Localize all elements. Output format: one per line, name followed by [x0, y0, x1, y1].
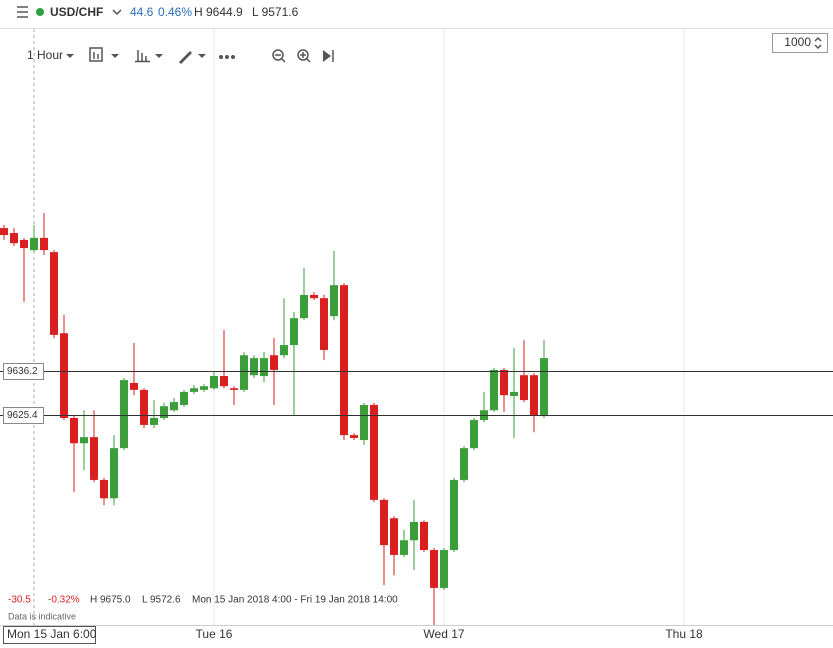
indicator-dropdown[interactable] [155, 54, 163, 58]
candle-body [180, 391, 188, 405]
day-high: H 9644.9 [194, 5, 243, 19]
draw-button[interactable] [179, 51, 192, 64]
candle-body [320, 298, 328, 350]
candle-body [110, 448, 118, 499]
candle-body [530, 375, 538, 416]
candle-body [120, 380, 128, 449]
price-label-box [3, 407, 44, 424]
candle-body [330, 285, 338, 317]
candle-body [270, 355, 278, 370]
interval[interactable]: 1 Hour [27, 48, 63, 62]
candle-body [200, 386, 208, 390]
go-to-end[interactable] [323, 50, 334, 62]
candle-body [60, 333, 68, 418]
candle-body [210, 376, 218, 389]
candle-body [80, 437, 88, 444]
period-change: -30.5 [8, 595, 31, 606]
zoom-value[interactable]: 1000 [784, 35, 811, 49]
candle-body [440, 550, 448, 588]
candle-body [380, 499, 388, 546]
data-note: Data is indicative [8, 611, 76, 621]
x-tick-label: Thu 18 [665, 627, 703, 641]
menu-icon[interactable] [17, 6, 28, 18]
candle-body [0, 228, 8, 236]
chart-type-dropdown[interactable] [111, 54, 119, 58]
candle-body [30, 237, 38, 251]
candle-body [250, 358, 258, 376]
symbol[interactable]: USD/CHF [50, 5, 103, 19]
candle-body [520, 375, 528, 401]
period-change-pct: -0.32% [48, 595, 80, 606]
x-tick-label: Wed 17 [423, 627, 464, 641]
zoom-in[interactable] [297, 49, 311, 63]
chart-type-button[interactable] [89, 47, 103, 62]
period-high: H 9675.0 [90, 595, 131, 606]
price-label-box [3, 363, 44, 380]
symbol-dropdown[interactable] [112, 9, 122, 16]
candle-body [360, 404, 368, 440]
more-button[interactable] [219, 55, 235, 59]
candle-body [280, 345, 288, 356]
candle-body [150, 417, 158, 425]
cursor-label: Mon 15 Jan 6:00 [7, 627, 97, 641]
candle-body [400, 540, 408, 555]
candle-body [490, 369, 498, 411]
candle-body [510, 391, 518, 396]
draw-dropdown[interactable] [198, 54, 206, 58]
candle-body [50, 252, 58, 335]
candle-body [460, 448, 468, 480]
zoom-box[interactable] [772, 33, 828, 53]
candle-body [300, 294, 308, 319]
interval-dropdown[interactable] [66, 54, 74, 58]
candle-body [310, 294, 318, 299]
candle-body [130, 382, 138, 390]
candle-body [420, 521, 428, 551]
candle-body [260, 358, 268, 377]
candle-body [350, 435, 358, 438]
period-range: Mon 15 Jan 2018 4:00 - Fri 19 Jan 2018 1… [192, 595, 398, 606]
candle-body [170, 402, 178, 411]
price-label: 9636.2 [7, 366, 38, 377]
candle-body [500, 369, 508, 396]
zoom-spinner[interactable] [814, 36, 822, 50]
indicator-button[interactable] [135, 50, 150, 63]
candle-body [70, 417, 78, 444]
candle-body [90, 437, 98, 480]
candle-body [390, 518, 398, 555]
change: 44.6 [130, 5, 154, 19]
candle-body [40, 237, 48, 251]
status-dot [36, 8, 44, 16]
candle-body [100, 479, 108, 499]
candle-body [230, 388, 238, 390]
candle-body [140, 389, 148, 425]
candle-body [410, 521, 418, 541]
candle-body [340, 285, 348, 436]
candle-body [160, 406, 168, 418]
candle-body [370, 404, 378, 500]
candle-body [20, 239, 28, 249]
period-low: L 9572.6 [142, 595, 181, 606]
x-tick-label: Tue 16 [196, 627, 233, 641]
candle-body [470, 420, 478, 449]
cursor-label-box [3, 626, 96, 644]
change-pct: 0.46% [158, 5, 192, 19]
zoom-out[interactable] [272, 49, 286, 63]
candle-body [450, 479, 458, 551]
price-label: 9625.4 [7, 410, 38, 421]
plot: Mon 15 Jan 6:00 Tue 16 Wed 17 Thu 18 9636.2 9… [0, 29, 833, 644]
candle-body [190, 388, 198, 392]
day-low: L 9571.6 [252, 5, 299, 19]
candle-body [220, 376, 228, 387]
candle-body [240, 355, 248, 390]
candle-body [540, 358, 548, 416]
candle-body [430, 550, 438, 588]
candle-body [290, 318, 298, 346]
candle-body [10, 232, 18, 244]
